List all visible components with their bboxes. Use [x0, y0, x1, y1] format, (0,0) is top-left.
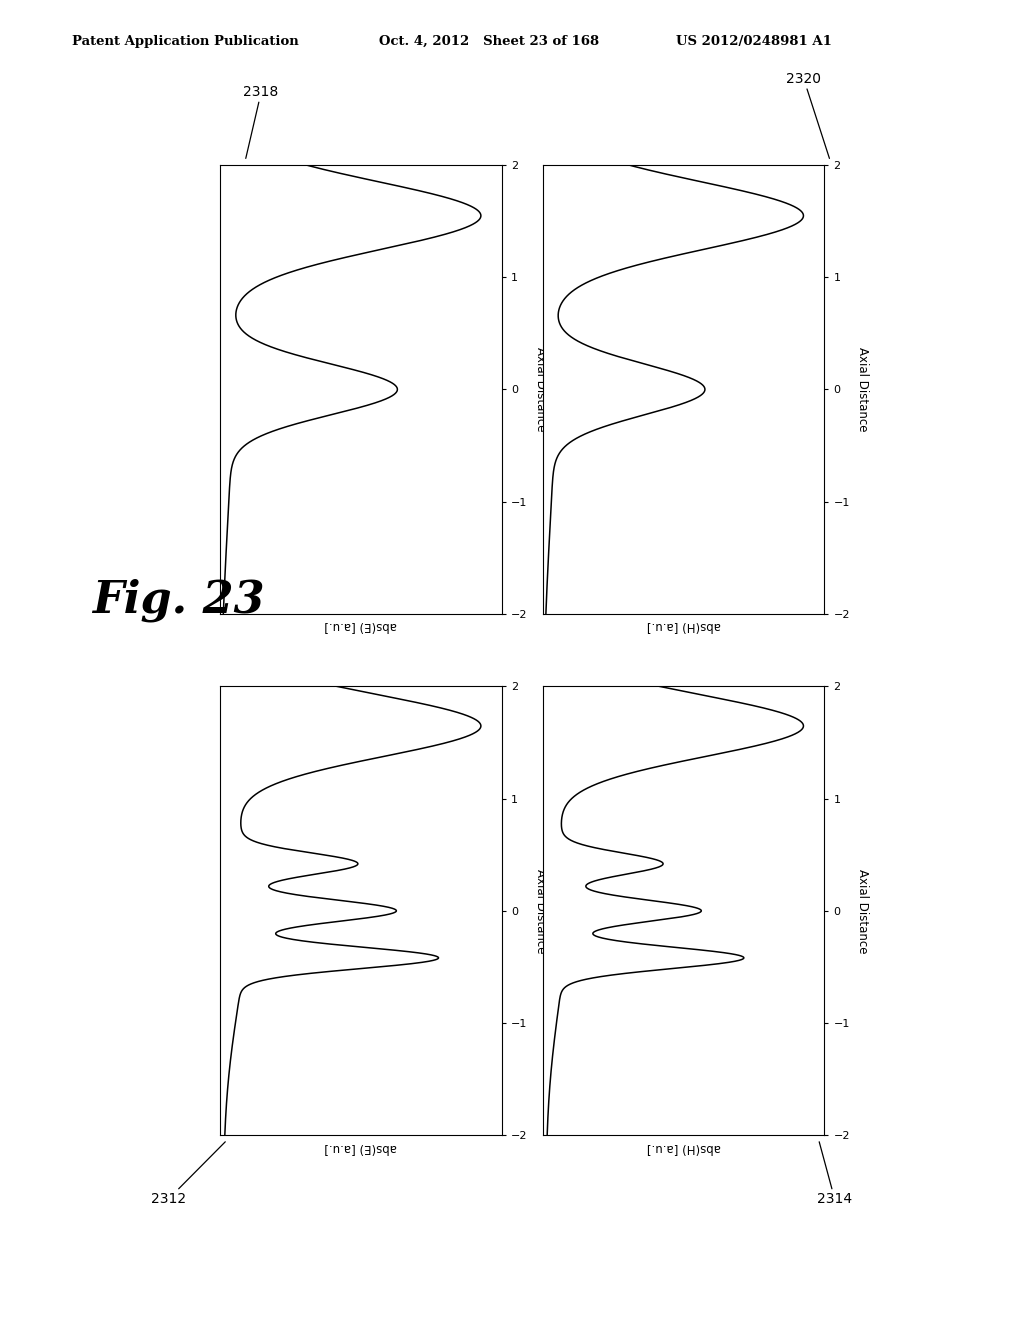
Y-axis label: Axial Distance: Axial Distance [856, 347, 869, 432]
Text: 2318: 2318 [244, 86, 279, 158]
X-axis label: abs(H) [a.u.]: abs(H) [a.u.] [646, 1140, 721, 1154]
X-axis label: abs(H) [a.u.]: abs(H) [a.u.] [646, 619, 721, 632]
Y-axis label: Axial Distance: Axial Distance [856, 869, 869, 953]
Text: 2320: 2320 [786, 73, 829, 158]
Text: Patent Application Publication: Patent Application Publication [72, 34, 298, 48]
Y-axis label: Axial Distance: Axial Distance [534, 347, 547, 432]
Text: Oct. 4, 2012   Sheet 23 of 168: Oct. 4, 2012 Sheet 23 of 168 [379, 34, 599, 48]
Text: US 2012/0248981 A1: US 2012/0248981 A1 [676, 34, 831, 48]
Y-axis label: Axial Distance: Axial Distance [534, 869, 547, 953]
Text: 2312: 2312 [152, 1142, 225, 1205]
Text: 2314: 2314 [817, 1142, 852, 1205]
Text: Fig. 23: Fig. 23 [92, 579, 265, 622]
X-axis label: abs(E) [a.u.]: abs(E) [a.u.] [325, 1140, 397, 1154]
X-axis label: abs(E) [a.u.]: abs(E) [a.u.] [325, 619, 397, 632]
